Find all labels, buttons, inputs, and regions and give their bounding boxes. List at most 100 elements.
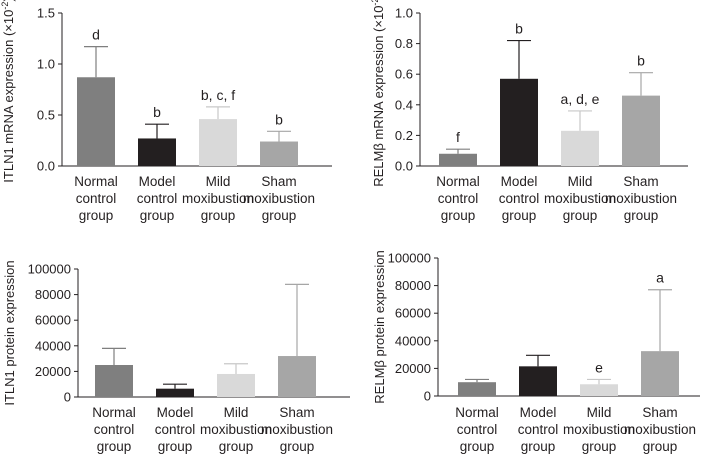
y-tick-label: 20000 — [35, 364, 71, 379]
bar — [519, 366, 557, 396]
category-label: moxibustion — [261, 422, 333, 437]
category-label: moxibustion — [200, 422, 272, 437]
error-bar — [285, 283, 309, 357]
y-axis-label: RELMβ mRNA expression (×10-2) — [370, 0, 386, 187]
y-axis-label: RELMβ protein expression — [372, 250, 387, 403]
error-bar — [568, 110, 592, 131]
category-label: control — [155, 422, 196, 437]
y-tick-label: 0.8 — [395, 36, 413, 51]
category-label: group — [502, 208, 537, 223]
category-label: Sham — [623, 174, 658, 189]
error-bar — [84, 46, 108, 78]
category-label: Sham — [642, 405, 677, 420]
category-label: group — [79, 208, 114, 223]
y-tick-label: 0.5 — [37, 108, 55, 123]
y-tick-label: 1.0 — [37, 57, 55, 72]
category-label: group — [521, 439, 556, 454]
category-label: moxibustion — [624, 422, 696, 437]
y-tick-label: 40000 — [395, 333, 431, 348]
category-label: control — [438, 191, 479, 206]
bar — [260, 141, 298, 166]
category-label: control — [76, 191, 117, 206]
error-bar — [446, 148, 470, 154]
category-label: Model — [157, 405, 194, 420]
category-label: Mild — [224, 405, 249, 420]
chart-top-left: 0.0 0.5 1.0 1.5 ITLN1 mRNA expression (×10-2… — [0, 0, 332, 223]
category-label: group — [441, 208, 476, 223]
error-bar — [648, 289, 672, 352]
error-bar — [145, 123, 169, 139]
bar — [217, 373, 255, 397]
bar — [580, 384, 618, 396]
y-axis-label: ITLN1 protein expression — [2, 260, 17, 405]
y-tick-label: 0.6 — [395, 67, 413, 82]
category-label: group — [140, 208, 175, 223]
error-bar — [629, 72, 653, 96]
bar — [77, 77, 115, 166]
error-bar — [206, 106, 230, 120]
bar — [199, 119, 237, 166]
category-label: group — [219, 439, 254, 454]
category-label: group — [201, 208, 236, 223]
category-label: control — [518, 422, 559, 437]
y-tick-label: 0.0 — [37, 159, 55, 174]
significance-label: b — [153, 104, 161, 120]
y-tick-label: 40000 — [35, 338, 71, 353]
category-label: group — [280, 439, 315, 454]
category-label: Sham — [279, 405, 314, 420]
category-label: Normal — [455, 405, 499, 420]
category-label: Mild — [587, 405, 612, 420]
y-tick-label: 0.2 — [395, 128, 413, 143]
bar — [95, 365, 133, 397]
significance-label: f — [456, 129, 460, 145]
category-label: control — [137, 191, 178, 206]
y-tick-label: 0.0 — [395, 159, 413, 174]
significance-label: b — [637, 53, 645, 69]
category-label: control — [457, 422, 498, 437]
category-label: Normal — [436, 174, 480, 189]
error-bar — [507, 39, 531, 79]
y-tick-label: 60000 — [395, 306, 431, 321]
y-tick-label: 80000 — [35, 287, 71, 302]
category-label: group — [158, 439, 193, 454]
y-tick-label: 20000 — [395, 361, 431, 376]
category-label: Model — [501, 174, 538, 189]
significance-label: d — [92, 27, 100, 43]
significance-label: a — [656, 270, 664, 286]
y-tick-label: 60000 — [35, 313, 71, 328]
error-bar — [526, 354, 550, 367]
category-label: moxibustion — [243, 191, 315, 206]
category-label: moxibustion — [182, 191, 254, 206]
significance-label: b, c, f — [201, 87, 235, 103]
category-label: Model — [139, 174, 176, 189]
significance-label: a, d, e — [561, 91, 600, 107]
category-label: Normal — [74, 174, 118, 189]
y-tick-label: 1.5 — [37, 6, 55, 21]
category-label: Sham — [261, 174, 296, 189]
category-label: group — [460, 439, 495, 454]
error-bar — [587, 378, 611, 385]
category-label: control — [499, 191, 540, 206]
bar — [458, 382, 496, 396]
y-tick-label: 100000 — [388, 251, 431, 266]
category-label: group — [97, 439, 132, 454]
chart-top-right: 0.0 0.2 0.4 0.6 0.8 1.0 RELMβ mRNA expression … — [370, 0, 688, 223]
y-tick-label: 100000 — [28, 262, 71, 277]
y-axis-label: ITLN1 mRNA expression (×10-2) — [0, 0, 16, 183]
bar — [278, 356, 316, 397]
bar — [439, 153, 477, 166]
bar — [138, 138, 176, 166]
bar — [561, 130, 599, 166]
significance-label: b — [515, 21, 523, 37]
error-bar — [102, 347, 126, 365]
bar — [641, 351, 679, 396]
category-label: group — [643, 439, 678, 454]
y-tick-label: 0.4 — [395, 97, 413, 112]
category-label: Mild — [568, 174, 593, 189]
category-label: Mild — [206, 174, 231, 189]
error-bar — [224, 363, 248, 374]
y-tick-label: 0 — [64, 390, 71, 405]
error-bar — [465, 378, 489, 383]
